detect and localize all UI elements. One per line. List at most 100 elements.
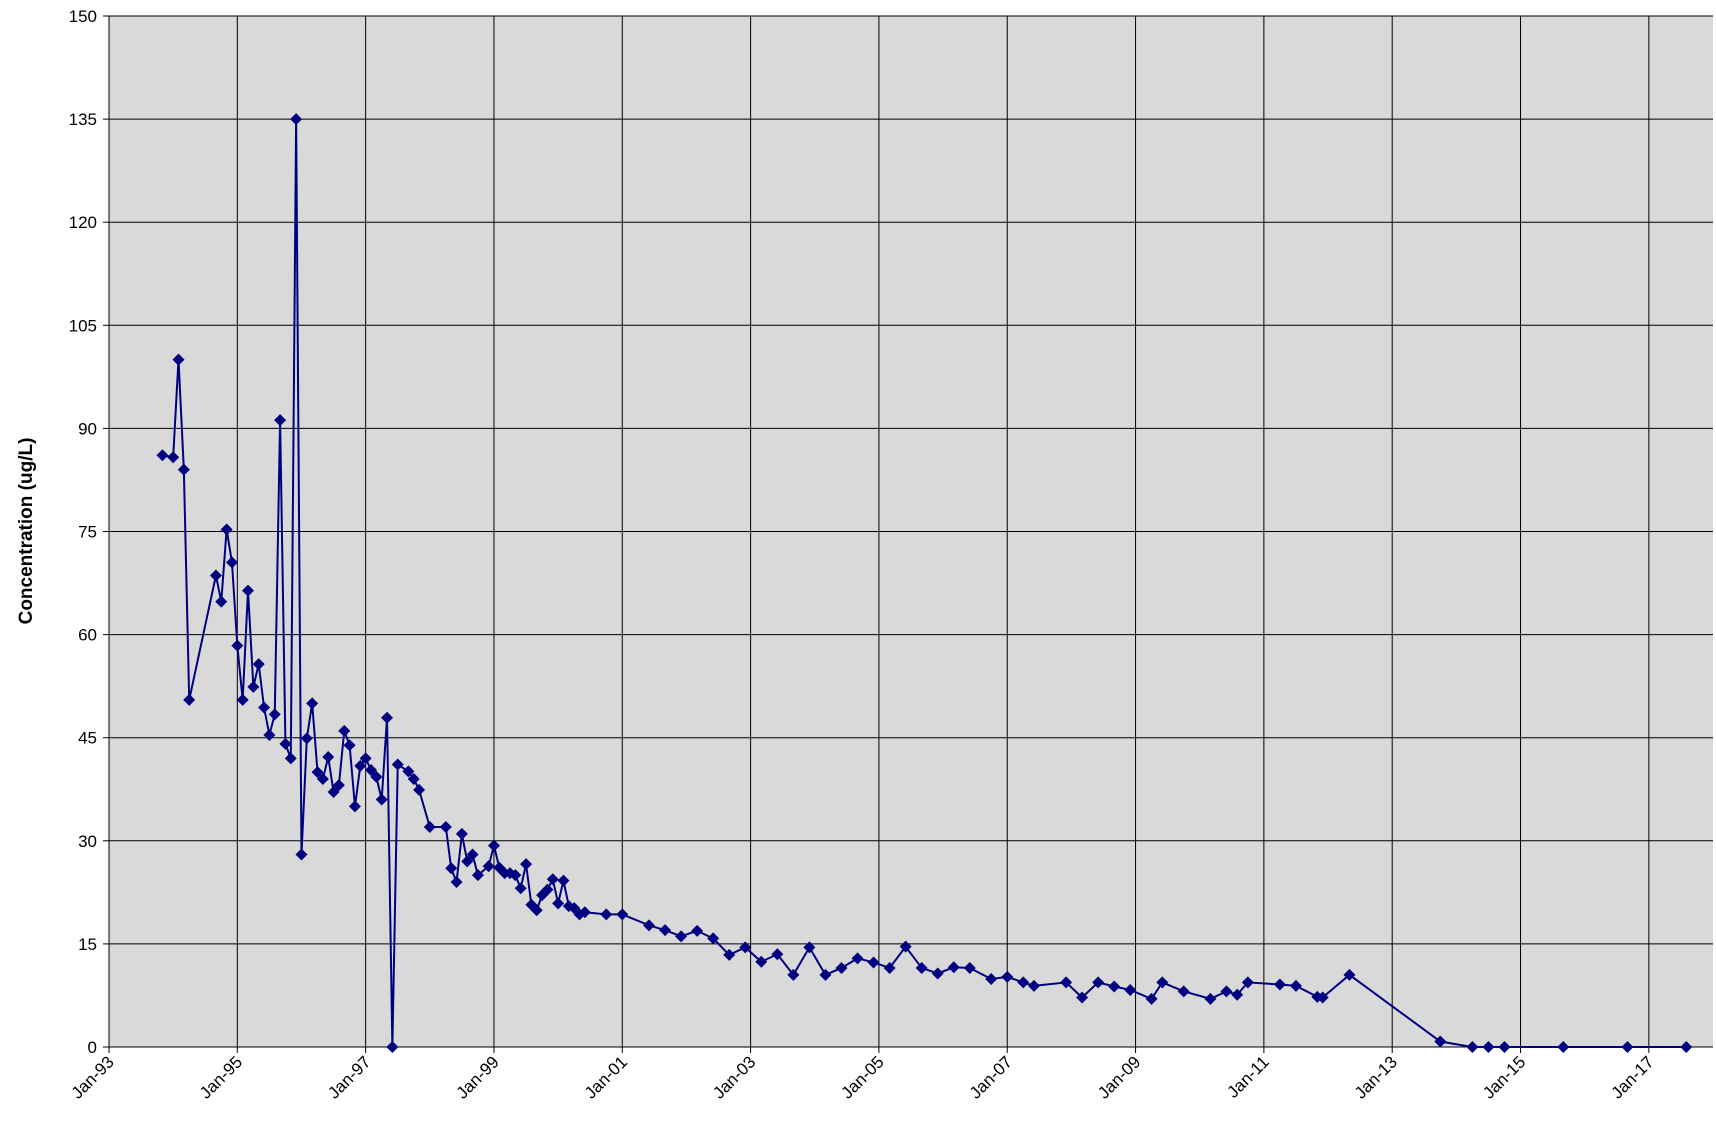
data-marker [487, 839, 500, 852]
data-marker [258, 701, 271, 714]
data-marker [274, 414, 287, 427]
data-marker [236, 693, 249, 706]
data-marker [1092, 976, 1105, 989]
y-tick-label: 105 [69, 316, 97, 335]
data-marker [311, 766, 324, 779]
x-tick-label: Jan-05 [838, 1052, 888, 1102]
data-marker [1289, 979, 1302, 992]
x-tick-label: Jan-01 [581, 1052, 631, 1102]
data-marker [348, 800, 361, 813]
data-marker [851, 952, 864, 965]
data-marker [450, 876, 463, 889]
data-marker [723, 948, 736, 961]
data-marker [231, 639, 244, 652]
data-marker [177, 463, 190, 476]
data-marker [707, 932, 720, 945]
data-marker [1273, 978, 1286, 991]
data-marker [1241, 976, 1254, 989]
data-marker [803, 941, 816, 954]
data-marker [268, 708, 281, 721]
data-marker [1220, 985, 1233, 998]
data-marker [225, 556, 238, 569]
x-tick-label: Jan-95 [196, 1052, 246, 1102]
y-tick-label: 120 [69, 213, 97, 232]
data-marker [300, 732, 313, 745]
data-marker [215, 595, 228, 608]
data-marker [600, 908, 613, 921]
data-marker [284, 752, 297, 765]
data-marker [391, 758, 404, 771]
data-marker [1434, 1035, 1447, 1048]
data-marker [407, 772, 420, 785]
data-marker [541, 883, 554, 896]
data-marker [172, 353, 185, 366]
data-marker [867, 956, 880, 969]
y-tick-label: 75 [78, 523, 97, 542]
data-marker [1001, 970, 1014, 983]
data-marker [915, 961, 928, 974]
data-marker [295, 848, 308, 861]
data-marker [1177, 985, 1190, 998]
y-tick-label: 135 [69, 110, 97, 129]
data-marker [616, 908, 629, 921]
data-marker [1621, 1041, 1634, 1053]
data-marker [1076, 991, 1089, 1004]
y-tick-label: 45 [78, 729, 97, 748]
data-marker [1557, 1041, 1570, 1053]
x-tick-label: Jan-15 [1479, 1052, 1529, 1102]
data-marker [445, 862, 458, 875]
x-tick-label: Jan-97 [324, 1052, 374, 1102]
data-marker [947, 961, 960, 974]
data-marker [739, 941, 752, 954]
data-marker [1017, 976, 1030, 989]
x-tick-label: Jan-03 [709, 1052, 759, 1102]
data-marker [819, 968, 832, 981]
data-marker [343, 739, 356, 752]
data-marker [1482, 1041, 1495, 1053]
x-tick-label: Jan-13 [1351, 1052, 1401, 1102]
y-tick-label: 90 [78, 419, 97, 438]
data-marker [1204, 992, 1217, 1005]
data-marker [209, 569, 222, 582]
data-marker [220, 523, 233, 536]
y-tick-label: 60 [78, 626, 97, 645]
data-marker [1316, 991, 1329, 1004]
data-marker [423, 821, 436, 834]
data-marker [242, 584, 255, 597]
data-marker [557, 874, 570, 887]
data-marker [771, 948, 784, 961]
data-marker [675, 930, 688, 943]
data-marker [402, 765, 415, 778]
data-marker [552, 897, 565, 910]
data-marker [509, 869, 522, 882]
data-marker [1680, 1041, 1693, 1053]
data-marker [252, 658, 265, 671]
data-marker [279, 737, 292, 750]
data-marker [546, 873, 559, 886]
data-marker [899, 940, 912, 953]
data-marker [439, 821, 452, 834]
data-marker [691, 924, 704, 937]
data-marker [167, 451, 180, 464]
data-marker [306, 697, 319, 710]
data-marker [183, 693, 196, 706]
data-marker [386, 1041, 399, 1053]
data-marker [364, 764, 377, 777]
data-marker [1466, 1041, 1479, 1053]
x-tick-label: Jan-09 [1094, 1052, 1144, 1102]
data-marker [1060, 976, 1073, 989]
data-marker [1124, 983, 1137, 996]
data-marker [835, 961, 848, 974]
data-marker [381, 711, 394, 724]
y-axis-title: Concentration (ug/L) [16, 438, 37, 625]
data-marker [322, 750, 335, 763]
data-marker [370, 770, 383, 783]
data-marker [1156, 976, 1169, 989]
data-marker [931, 967, 944, 980]
data-marker [1145, 992, 1158, 1005]
data-marker [375, 793, 388, 806]
data-marker [1498, 1041, 1511, 1053]
data-marker [316, 772, 329, 785]
data-marker [643, 919, 656, 932]
